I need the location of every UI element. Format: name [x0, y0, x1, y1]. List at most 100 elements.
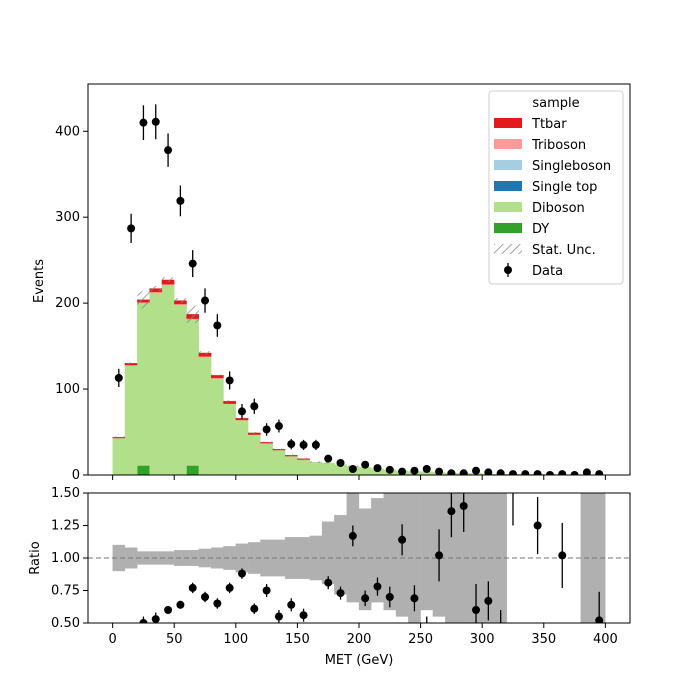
ratio-point [348, 531, 357, 540]
stat-unc-bin [248, 432, 261, 434]
stat-unc-band [112, 277, 359, 468]
ratio-point [201, 593, 210, 601]
ratio-point [324, 578, 333, 587]
bar-dy [186, 465, 200, 475]
ratio-point [484, 596, 493, 605]
ratio-unc-bin [482, 493, 495, 623]
ratio-point [336, 589, 345, 598]
data-point [595, 470, 604, 475]
x-tick-label: 400 [593, 632, 618, 647]
data-point [201, 296, 210, 305]
legend-swatch [494, 118, 522, 128]
y-tick-label: 300 [55, 210, 80, 225]
legend-marker [504, 266, 512, 274]
x-tick-label: 350 [531, 632, 556, 647]
data-point [213, 321, 222, 330]
data-point [435, 467, 444, 475]
data-point [422, 464, 431, 473]
data-point [533, 470, 542, 475]
data-point [348, 464, 357, 473]
ratio-point [497, 626, 505, 634]
bar-diboson [174, 304, 187, 475]
x-tick-label: 150 [285, 632, 310, 647]
y-tick-label: 0.75 [51, 584, 80, 599]
bar-dy [137, 465, 150, 475]
ratio-point [176, 600, 185, 609]
x-tick-label: 200 [347, 632, 372, 647]
data-point [508, 470, 517, 475]
bar-diboson [223, 403, 236, 475]
x-tick-label: 50 [166, 632, 183, 647]
stat-unc-bin [112, 436, 125, 439]
ratio-unc-bin [469, 493, 483, 623]
data-point [385, 465, 394, 474]
data-point [287, 440, 296, 449]
data-point [459, 469, 468, 475]
data-point [262, 425, 271, 434]
ratio-point [213, 599, 222, 608]
data-point [545, 471, 554, 475]
ratio-point [188, 583, 197, 592]
ratio-point [237, 569, 246, 578]
main-panel: 0 100 200 300 400 Events [32, 83, 631, 483]
ratio-point [533, 521, 542, 530]
stat-unc-bin [124, 362, 138, 365]
ratio-unc-bin [420, 493, 434, 611]
ratio-point [164, 606, 173, 614]
ratio-point [398, 535, 407, 544]
ratio-point [385, 593, 394, 601]
stat-unc-bin [285, 454, 298, 457]
data-point [484, 468, 493, 475]
x-tick-label: 300 [470, 632, 495, 647]
bar-diboson [198, 357, 212, 475]
data-point [164, 146, 173, 155]
x-tick-label: 100 [223, 632, 248, 647]
ratio-point [139, 619, 148, 623]
stat-unc-bin [223, 400, 236, 402]
ratio-point [509, 476, 517, 484]
data-point [410, 466, 419, 475]
stat-unc-bin [186, 305, 199, 323]
bar-diboson [161, 284, 175, 475]
data-point [188, 259, 197, 268]
ratio-point [373, 582, 382, 591]
ratio-unc-bin [321, 521, 335, 585]
legend: sample Ttbar Triboson Singleboson Single to… [488, 90, 624, 285]
ratio-point [558, 551, 567, 560]
y-tick-label: 1.25 [51, 519, 80, 534]
ratio-point [595, 616, 604, 623]
legend-swatch [494, 244, 522, 254]
legend-label: Stat. Unc. [532, 243, 596, 258]
ratio-x-ticks: 0 50 100 150 200 250 300 350 400 [108, 623, 618, 647]
main-y-ticks: 0 100 200 300 400 [55, 124, 88, 483]
y-tick-label: 200 [55, 296, 80, 311]
data-point [299, 440, 308, 449]
ratio-point [299, 611, 308, 620]
y-tick-label: 0 [72, 468, 80, 483]
ratio-point [274, 612, 283, 621]
bar-diboson [297, 459, 310, 475]
data-point [127, 224, 136, 233]
ratio-point [435, 551, 444, 560]
legend-label: Data [532, 264, 563, 279]
bar-diboson [321, 462, 335, 475]
data-point [521, 470, 530, 475]
y-tick-label: 0.50 [51, 616, 80, 631]
bar-diboson [272, 449, 286, 475]
legend-swatch [494, 181, 522, 191]
data-point [558, 470, 567, 475]
stat-unc-bin [260, 441, 273, 444]
ratio-point [447, 507, 456, 516]
stat-unc-bin [149, 285, 162, 292]
bar-diboson [260, 443, 273, 475]
ratio-point [262, 586, 271, 595]
data-point [373, 464, 382, 473]
stat-unc-bin [309, 461, 323, 463]
ratio-point [225, 583, 234, 592]
data-point [225, 376, 234, 385]
data-point [336, 458, 345, 467]
ratio-point [287, 600, 296, 609]
bar-diboson [235, 419, 249, 475]
legend-swatch [494, 160, 522, 170]
bar-diboson [247, 434, 261, 475]
